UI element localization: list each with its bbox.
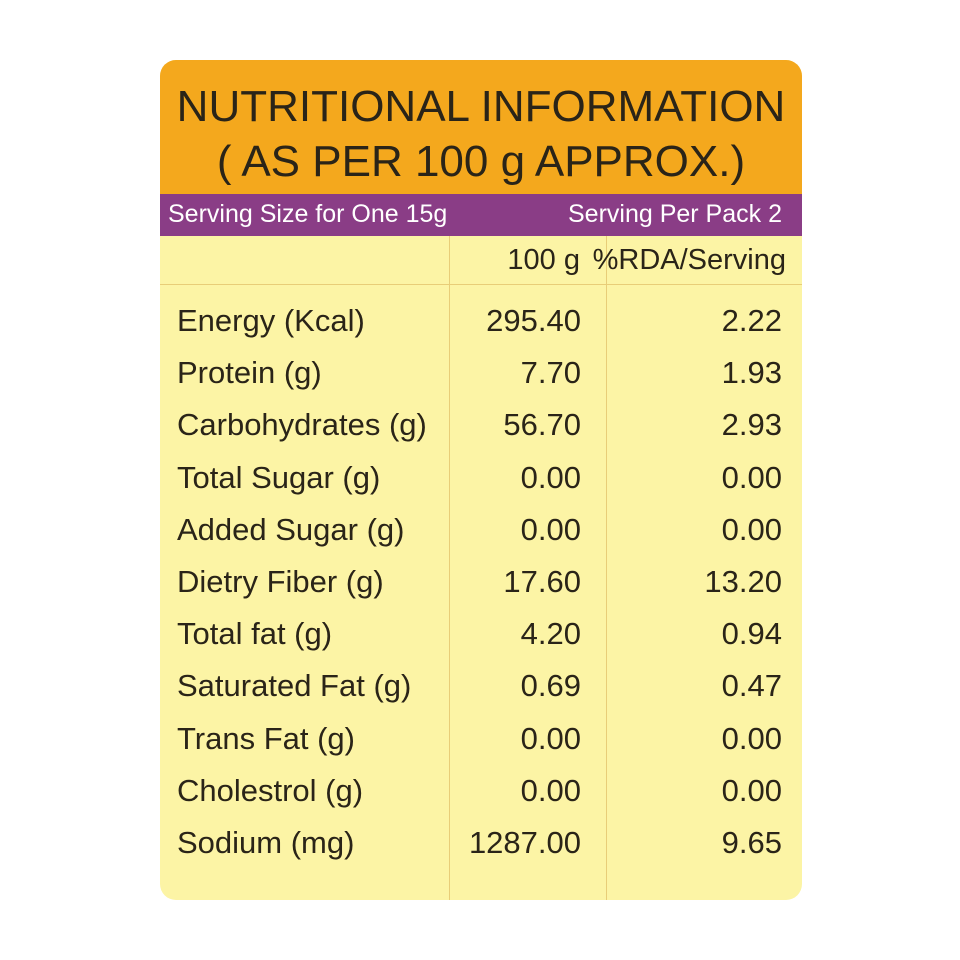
- nutrient-name: Protein (g): [177, 355, 322, 391]
- nutrient-value-100g: 17.60: [503, 564, 581, 599]
- nutrient-value-100g: 1287.00: [468, 825, 581, 860]
- nutrient-name: Carbohydrates (g): [177, 407, 427, 443]
- nutrient-name: Cholestrol (g): [177, 772, 364, 808]
- nutrient-name: Total fat (g): [177, 616, 333, 652]
- nutrient-value-rda: 0.00: [721, 511, 782, 547]
- nutrient-value-100g: 7.70: [520, 355, 581, 391]
- serving-size: Serving Size for One 15g: [168, 200, 448, 228]
- nutrient-name: Added Sugar (g): [177, 511, 405, 547]
- nutrient-value-rda: 0.47: [721, 668, 782, 704]
- nutrient-value-100g: 0.69: [520, 668, 581, 704]
- nutrient-value-100g: 0.00: [520, 459, 581, 495]
- nutrient-name: Trans Fat (g): [177, 720, 355, 756]
- nutrient-value-100g: 56.70: [503, 407, 581, 443]
- nutrient-row: Trans Fat (g) 0.00 0.00: [160, 713, 802, 765]
- nutrient-name: Total Sugar (g): [177, 459, 381, 495]
- column-divider: [449, 236, 450, 900]
- nutrient-row: Dietry Fiber (g) 17.60 13.20: [160, 556, 802, 608]
- nutrient-value-rda: 2.22: [721, 303, 782, 338]
- serving-info-bar: Serving Size for One 15g Serving Per Pac…: [160, 194, 802, 236]
- nutrient-value-100g: 0.00: [520, 511, 581, 547]
- header-divider: [160, 284, 802, 285]
- nutrient-value-rda: 9.65: [721, 825, 782, 860]
- panel-header: NUTRITIONAL INFORMATION ( AS PER 100 g A…: [160, 60, 802, 194]
- nutrient-row: Total fat (g) 4.20 0.94: [160, 608, 802, 660]
- panel-subtitle: ( AS PER 100 g APPROX.): [216, 137, 746, 186]
- nutrient-value-100g: 4.20: [520, 616, 581, 652]
- column-header-rda: %RDA/Serving: [592, 244, 786, 276]
- nutrient-row: Cholestrol (g) 0.00 0.00: [160, 765, 802, 817]
- nutrient-name: Saturated Fat (g): [177, 668, 412, 704]
- nutrient-value-rda: 13.20: [704, 564, 782, 599]
- column-divider: [606, 236, 607, 900]
- column-header-100g: 100 g: [507, 244, 580, 276]
- nutrient-row: Added Sugar (g) 0.00 0.00: [160, 504, 802, 556]
- nutrient-value-rda: 0.00: [721, 459, 782, 495]
- nutrient-row: Sodium (mg) 1287.00 9.65: [160, 817, 802, 869]
- nutrient-name: Energy (Kcal): [177, 303, 365, 338]
- panel-title: NUTRITIONAL INFORMATION: [176, 82, 786, 131]
- nutrient-value-rda: 0.00: [721, 772, 782, 808]
- nutrient-value-rda: 0.00: [721, 720, 782, 756]
- nutrition-panel: NUTRITIONAL INFORMATION ( AS PER 100 g A…: [160, 60, 802, 900]
- nutrient-row: Energy (Kcal) 295.40 2.22: [160, 295, 802, 347]
- nutrient-value-rda: 1.93: [721, 355, 782, 391]
- nutrient-value-rda: 0.94: [721, 616, 782, 652]
- nutrient-row: Carbohydrates (g) 56.70 2.93: [160, 399, 802, 451]
- nutrient-value-100g: 0.00: [520, 772, 581, 808]
- nutrient-value-rda: 2.93: [721, 407, 782, 443]
- nutrient-value-100g: 295.40: [486, 303, 581, 338]
- nutrient-row: Saturated Fat (g) 0.69 0.47: [160, 660, 802, 712]
- nutrient-row: Protein (g) 7.70 1.93: [160, 347, 802, 399]
- nutrient-name: Sodium (mg): [177, 825, 355, 860]
- servings-per-pack: Serving Per Pack 2: [568, 200, 782, 228]
- nutrient-name: Dietry Fiber (g): [177, 564, 384, 599]
- nutrient-value-100g: 0.00: [520, 720, 581, 756]
- nutrient-row: Total Sugar (g) 0.00 0.00: [160, 452, 802, 504]
